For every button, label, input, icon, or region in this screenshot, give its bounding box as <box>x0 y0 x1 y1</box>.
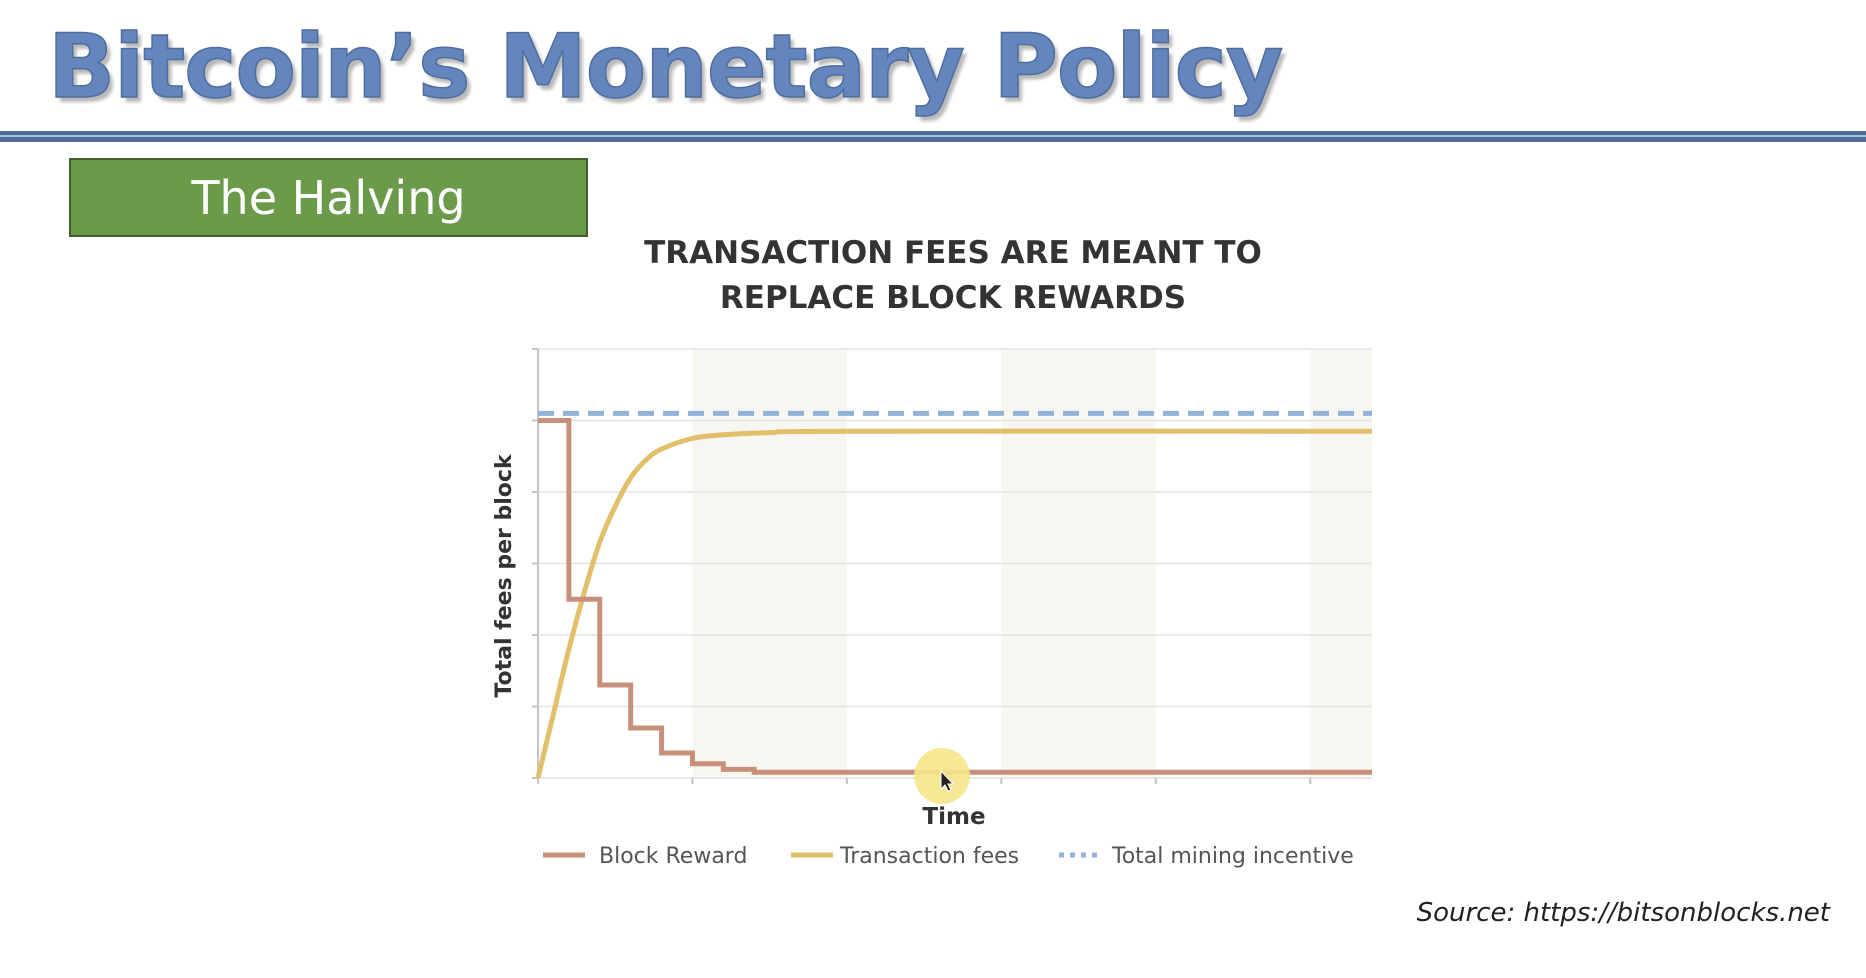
source-citation: Source: https://bitsonblocks.net <box>1416 898 1830 928</box>
y-axis-label: Total fees per block <box>492 453 517 698</box>
chart-title-line: TRANSACTION FEES ARE MEANT TO <box>644 235 1262 271</box>
mouse-pointer-icon <box>940 769 955 792</box>
x-axis-label: Time <box>922 804 985 830</box>
legend-label: Block Reward <box>599 844 747 869</box>
slide-title: Bitcoin’s Monetary Policy <box>47 14 1284 119</box>
series-line-transaction-fees <box>535 428 1373 779</box>
title-divider-highlight <box>0 135 1866 137</box>
legend-label: Total mining incentive <box>1111 844 1354 869</box>
legend-label: Transaction fees <box>839 844 1019 869</box>
chart-title-line: REPLACE BLOCK REWARDS <box>720 280 1186 316</box>
section-badge: The Halving <box>69 158 588 237</box>
series-line-block-reward <box>538 418 1372 775</box>
